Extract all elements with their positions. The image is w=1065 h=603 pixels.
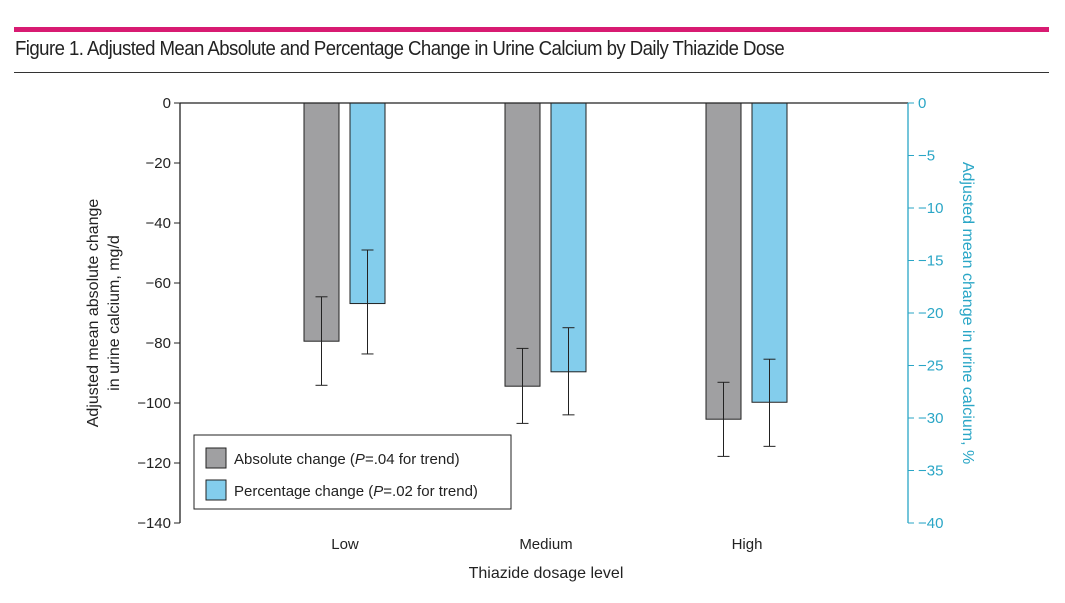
y2-tick-label: −10 — [918, 200, 943, 217]
y-tick-label: −100 — [137, 395, 171, 412]
y-tick-label: −120 — [137, 455, 171, 472]
y2-tick-label: −5 — [918, 148, 935, 165]
y2-tick-label: −15 — [918, 253, 943, 270]
y-tick-label: −140 — [137, 515, 171, 532]
legend-label-percentage: Percentage change (P=.02 for trend) — [234, 483, 478, 500]
x-axis-label: Thiazide dosage level — [469, 565, 624, 582]
y-tick-label: −40 — [146, 215, 171, 232]
accent-bar — [14, 27, 1049, 32]
legend-label-absolute: Absolute change (P=.04 for trend) — [234, 451, 460, 468]
y-tick-label: 0 — [163, 95, 171, 112]
legend: Absolute change (P=.04 for trend) Percen… — [193, 434, 512, 510]
y2-tick-label: −20 — [918, 305, 943, 322]
x-tick-label: Low — [331, 536, 359, 553]
title-rule — [14, 72, 1049, 73]
y2-axis-label: Adjusted mean change in urine calcium, % — [959, 162, 976, 464]
y-axis-label-line1: Adjusted mean absolute change — [85, 199, 102, 428]
bar-absolute-medium — [504, 102, 541, 387]
legend-swatch-percentage — [205, 479, 227, 501]
x-tick-label: Medium — [519, 536, 572, 553]
y2-tick-label: 0 — [918, 95, 926, 112]
bar-percentage-medium — [550, 102, 587, 373]
y2-tick-label: −35 — [918, 463, 943, 480]
y2-tick-label: −40 — [918, 515, 943, 532]
x-tick-label: High — [732, 536, 763, 553]
figure-title: Figure 1. Adjusted Mean Absolute and Per… — [15, 38, 785, 60]
y-axis-label-line2: in urine calcium, mg/d — [106, 235, 123, 391]
y-tick-label: −20 — [146, 155, 171, 172]
y-tick-label: −60 — [146, 275, 171, 292]
bar-percentage-high — [751, 102, 788, 403]
legend-swatch-absolute — [205, 447, 227, 469]
y2-tick-label: −30 — [918, 410, 943, 427]
y-tick-label: −80 — [146, 335, 171, 352]
y2-tick-label: −25 — [918, 358, 943, 375]
bar-absolute-high — [705, 102, 742, 420]
